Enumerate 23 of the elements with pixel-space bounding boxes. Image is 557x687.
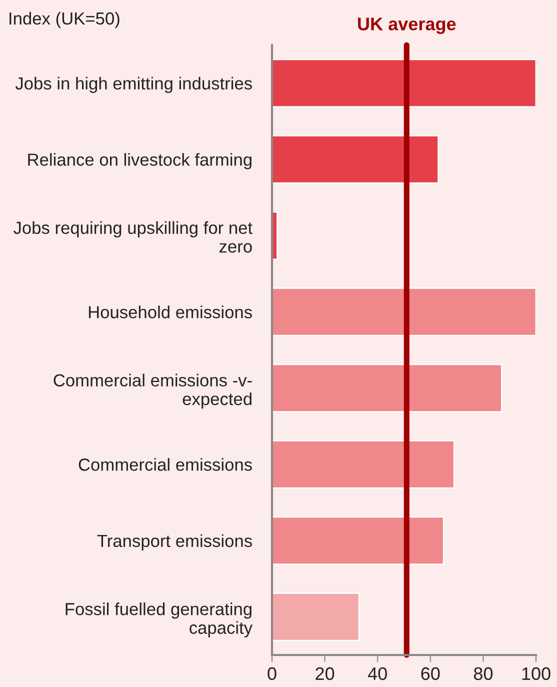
bar bbox=[272, 364, 502, 412]
y-tick-label: Commercial emissions bbox=[78, 458, 252, 471]
y-tick-label: Commercial emissions -v- expected bbox=[54, 374, 252, 409]
bar bbox=[272, 592, 360, 642]
bar bbox=[272, 440, 455, 489]
bar bbox=[272, 58, 536, 108]
y-tick-label: Transport emissions bbox=[97, 534, 252, 551]
y-tick-label: Jobs requiring upskilling for net zero bbox=[14, 221, 252, 253]
bar bbox=[272, 288, 536, 336]
y-tick-label: Fossil fuelled generating capacity bbox=[66, 602, 253, 638]
x-tick-label: 80 bbox=[474, 667, 493, 680]
y-tick-label: Household emissions bbox=[88, 306, 252, 318]
ref-line-label: UK average bbox=[358, 18, 456, 34]
bar bbox=[272, 516, 444, 565]
x-tick-label: 60 bbox=[421, 667, 440, 680]
x-tick-label: 0 bbox=[268, 667, 276, 680]
x-tick-label: 100 bbox=[522, 667, 550, 680]
y-tick-label: Reliance on livestock farming bbox=[28, 153, 252, 170]
x-tick-label: 40 bbox=[368, 667, 387, 680]
x-tick-label: 20 bbox=[316, 667, 334, 680]
bar bbox=[272, 135, 440, 184]
y-tick-label: Jobs in high emitting industries bbox=[15, 76, 252, 94]
text: Index (UK=50) bbox=[10, 12, 120, 28]
